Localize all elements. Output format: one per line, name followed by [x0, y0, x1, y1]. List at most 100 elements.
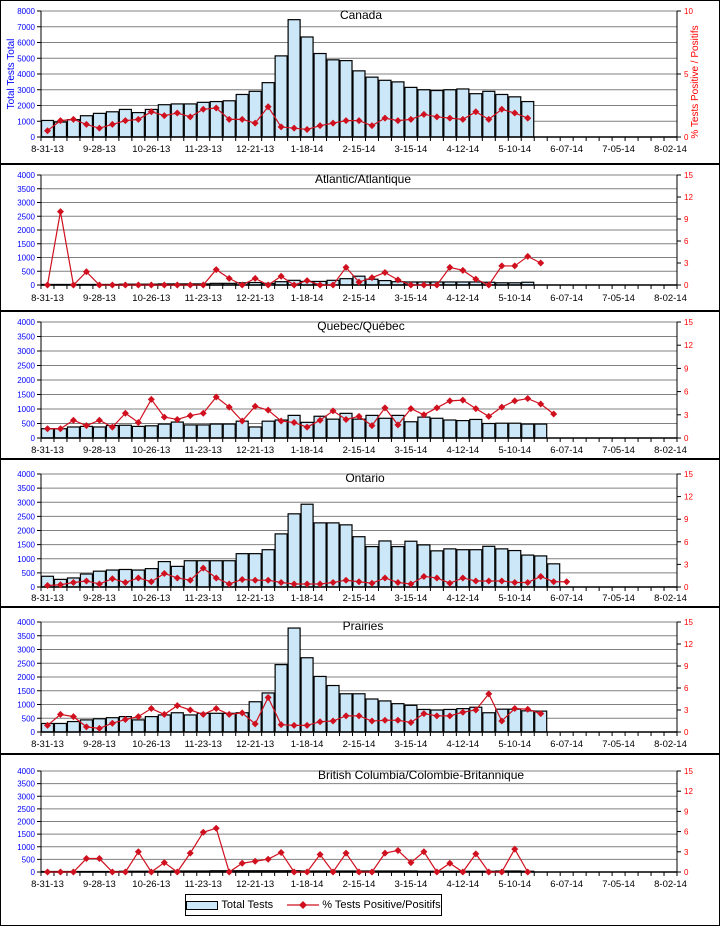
marker-pct-positive	[238, 709, 246, 717]
x-tick-label: 1-18-14	[291, 144, 324, 155]
bar-total-tests	[508, 96, 522, 138]
marker-pct-positive	[316, 122, 324, 130]
bar-total-tests	[443, 89, 457, 138]
marker-pct-positive	[108, 575, 116, 583]
y2-tick-label: 3	[684, 411, 689, 420]
bar-total-tests	[404, 704, 418, 733]
x-tick-label: 4-12-14	[446, 879, 479, 890]
marker-pct-positive	[524, 868, 532, 876]
x-tick-label: 10-26-13	[132, 593, 170, 604]
y-tick-label: 3000	[17, 199, 35, 208]
marker-pct-positive	[316, 416, 324, 424]
marker-pct-positive	[342, 849, 350, 857]
marker-pct-positive	[472, 275, 480, 283]
marker-pct-positive	[368, 122, 376, 130]
y-tick-label: 0	[31, 868, 36, 877]
marker-pct-positive	[485, 868, 493, 876]
bar-total-tests	[495, 422, 509, 439]
y-tick-label: 2500	[17, 212, 35, 221]
x-tick-label: 4-12-14	[446, 593, 479, 604]
x-tick-label: 7-05-14	[602, 739, 635, 750]
chart-svg: 0 500 1000 1500 2000 2500 3000 3500 4000 0 3 6 9 12 15…	[17, 470, 693, 604]
y-tick-label: 3000	[17, 646, 35, 655]
marker-pct-positive	[277, 721, 285, 729]
marker-pct-positive	[433, 113, 441, 121]
x-tick-label: 4-12-14	[446, 739, 479, 750]
marker-pct-positive	[537, 572, 545, 580]
y-tick-label: 4000	[17, 171, 35, 180]
bar-total-tests	[300, 657, 314, 733]
y-tick-label: 3500	[17, 333, 35, 342]
marker-pct-positive	[381, 716, 389, 724]
bar-total-tests	[326, 684, 340, 733]
marker-pct-positive	[82, 422, 90, 430]
marker-pct-positive	[173, 868, 181, 876]
marker-pct-positive	[173, 281, 181, 289]
marker-pct-positive	[329, 407, 337, 415]
marker-pct-positive	[394, 421, 402, 429]
x-tick-label: 10-26-13	[132, 293, 170, 304]
marker-pct-positive	[498, 577, 506, 585]
marker-pct-positive	[485, 690, 493, 698]
bar-total-tests	[157, 423, 171, 439]
marker-pct-positive	[394, 716, 402, 724]
marker-pct-positive	[69, 416, 77, 424]
y-tick-label: 1500	[17, 391, 35, 400]
marker-pct-positive	[329, 281, 337, 289]
marker-pct-positive	[446, 712, 454, 720]
marker-pct-positive	[199, 409, 207, 417]
marker-pct-positive	[524, 114, 532, 122]
y-tick-label: 2000	[17, 527, 35, 536]
y-tick-label: 0	[31, 728, 36, 737]
marker-pct-positive	[69, 115, 77, 123]
marker-pct-positive	[121, 281, 129, 289]
bar-total-tests	[248, 701, 262, 733]
x-tick-label: 10-26-13	[132, 739, 170, 750]
bar-total-tests	[92, 426, 106, 439]
marker-pct-positive	[69, 578, 77, 586]
x-tick-label: 4-12-14	[446, 445, 479, 456]
x-tick-label: 3-15-14	[395, 739, 428, 750]
marker-pct-positive	[199, 828, 207, 836]
marker-pct-positive	[95, 281, 103, 289]
marker-pct-positive	[381, 114, 389, 122]
x-tick-label: 7-05-14	[602, 445, 635, 456]
marker-pct-positive	[121, 578, 129, 586]
x-tick-label: 11-23-13	[185, 293, 222, 304]
marker-pct-positive	[134, 713, 142, 721]
y-tick-label: 500	[22, 420, 36, 429]
marker-pct-positive	[407, 859, 415, 867]
marker-pct-positive	[43, 281, 51, 289]
bar-total-tests	[248, 426, 262, 439]
marker-pct-positive	[290, 124, 298, 132]
bar-total-tests	[144, 715, 158, 733]
x-tick-label: 3-15-14	[395, 445, 428, 456]
bar-total-tests	[170, 712, 184, 733]
marker-pct-positive	[420, 572, 428, 580]
chart-title: Ontario	[345, 471, 385, 485]
x-tick-label: 1-18-14	[291, 445, 324, 456]
marker-pct-positive	[407, 405, 415, 413]
x-tick-label: 8-31-13	[31, 739, 64, 750]
y-tick-label: 0	[31, 281, 36, 290]
bar-total-tests	[53, 722, 68, 733]
marker-pct-positive	[407, 580, 415, 588]
marker-pct-positive	[186, 412, 194, 420]
bar-total-tests	[170, 103, 184, 138]
y-tick-label: 4000	[17, 318, 35, 327]
y2-tick-label: 0	[684, 133, 689, 142]
y-tick-label: 2500	[17, 512, 35, 521]
y-tick-label: 3000	[17, 347, 35, 356]
marker-pct-positive	[43, 581, 51, 589]
marker-pct-positive	[290, 868, 298, 876]
x-tick-label: 6-07-14	[550, 293, 583, 304]
y-tick-label: 1000	[17, 254, 35, 263]
chart-title: Atlantic/Atlantique	[315, 172, 411, 186]
marker-pct-positive	[264, 576, 272, 584]
marker-pct-positive	[147, 578, 155, 586]
x-tick-label: 6-07-14	[550, 593, 583, 604]
marker-pct-positive	[485, 281, 493, 289]
marker-pct-positive	[277, 123, 285, 131]
marker-pct-positive	[290, 721, 298, 729]
x-tick-label: 8-02-14	[654, 445, 687, 456]
